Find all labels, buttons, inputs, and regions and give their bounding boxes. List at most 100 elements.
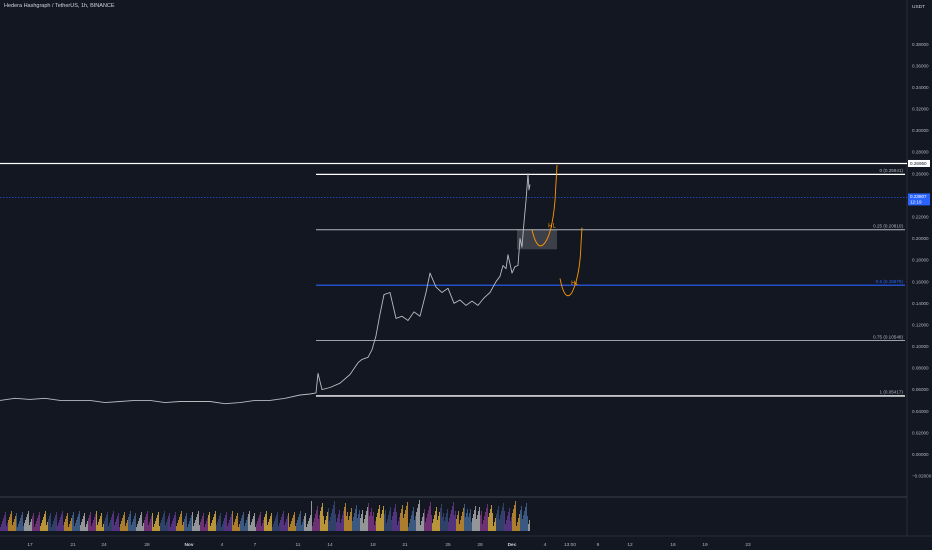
volume-bar — [313, 522, 314, 531]
currency-label[interactable]: USDT — [912, 5, 926, 10]
volume-bar — [297, 520, 298, 531]
volume-bar — [57, 526, 58, 531]
volume-bar — [127, 520, 128, 531]
volume-bar — [296, 523, 297, 531]
volume-bar — [527, 516, 528, 531]
x-tick-label: Nov — [184, 542, 193, 548]
volume-bar — [330, 517, 331, 531]
volume-bar — [218, 519, 219, 531]
volume-bar — [121, 521, 122, 531]
volume-bar — [345, 503, 346, 531]
volume-bar — [462, 512, 463, 531]
volume-bar — [69, 524, 70, 531]
volume-bar — [193, 526, 194, 531]
volume-bar — [485, 512, 486, 531]
volume-bar — [231, 514, 232, 531]
volume-bar — [310, 515, 311, 531]
volume-bar — [275, 518, 276, 531]
volume-bar — [522, 519, 523, 531]
top-line-price-label: 0.26950 — [910, 161, 927, 166]
volume-bar — [335, 514, 336, 531]
y-tick-label: 0.00000 — [912, 452, 929, 457]
volume-bar — [130, 511, 131, 531]
volume-bar — [360, 518, 361, 531]
volume-bar — [391, 520, 392, 531]
volume-bar — [185, 516, 186, 531]
volume-bar — [322, 503, 323, 531]
volume-bar — [147, 511, 148, 531]
volume-bar — [528, 524, 529, 531]
volume-bar — [499, 519, 500, 531]
volume-bar — [162, 517, 163, 531]
volume-bar — [87, 521, 88, 531]
volume-bar — [243, 512, 244, 531]
y-tick-label: 0.36000 — [912, 63, 929, 68]
volume-bar — [298, 517, 299, 531]
volume-bar — [304, 516, 305, 531]
volume-bar — [333, 505, 334, 531]
volume-bar — [70, 521, 71, 531]
volume-bar — [7, 523, 8, 531]
volume-bar — [97, 525, 98, 531]
volume-bar — [90, 512, 91, 531]
volume-bar — [401, 509, 402, 531]
volume-bar — [343, 511, 344, 531]
y-tick-label: 0.32000 — [912, 107, 929, 112]
volume-bar — [444, 521, 445, 531]
volume-bar — [461, 516, 462, 531]
volume-bar — [394, 508, 395, 531]
volume-bar — [341, 519, 342, 531]
volume-bar — [106, 515, 107, 531]
volume-bar — [504, 511, 505, 531]
volume-bar — [213, 517, 214, 531]
volume-bar — [380, 518, 381, 531]
volume-bar — [85, 527, 86, 531]
volume-bar — [282, 514, 283, 531]
volume-bar — [417, 508, 418, 531]
volume-bar — [86, 524, 87, 531]
volume-bar — [9, 517, 10, 531]
volume-bar — [203, 513, 204, 531]
volume-bar — [27, 514, 28, 531]
volume-bar — [29, 525, 30, 531]
volume-bar — [378, 509, 379, 531]
volume-bar — [387, 519, 388, 531]
volume-bar — [519, 514, 520, 531]
volume-bar — [397, 525, 398, 531]
x-tick-label: 16 — [670, 542, 676, 548]
volume-bar — [278, 526, 279, 531]
volume-bar — [510, 521, 511, 531]
y-tick-label: 0.16000 — [912, 279, 929, 284]
volume-bar — [267, 525, 268, 531]
volume-bar — [199, 525, 200, 531]
volume-bar — [64, 522, 65, 531]
volume-bar — [262, 523, 263, 531]
y-tick-label: 0.08000 — [912, 366, 929, 371]
x-tick-label: 4 — [544, 542, 547, 548]
volume-bar — [143, 523, 144, 531]
volume-bar — [207, 518, 208, 531]
volume-bar — [292, 518, 293, 531]
volume-bar — [301, 525, 302, 531]
volume-bar — [118, 513, 119, 531]
volume-bar — [306, 527, 307, 531]
volume-bar — [23, 526, 24, 531]
volume-bar — [219, 516, 220, 531]
volume-bar — [428, 510, 429, 531]
volume-bar — [154, 524, 155, 531]
volume-bar — [261, 526, 262, 531]
volume-bar — [482, 524, 483, 531]
volume-bar — [323, 516, 324, 531]
volume-bar — [41, 523, 42, 531]
volume-bar — [129, 514, 130, 531]
volume-bar — [418, 504, 419, 531]
fib-shaded-zone — [517, 229, 557, 250]
volume-bar — [235, 519, 236, 531]
volume-bar — [4, 515, 5, 531]
projection-drawing — [559, 227, 583, 297]
volume-bar — [365, 515, 366, 531]
volume-bar — [149, 522, 150, 531]
volume-bar — [358, 514, 359, 531]
volume-bar — [77, 517, 78, 531]
